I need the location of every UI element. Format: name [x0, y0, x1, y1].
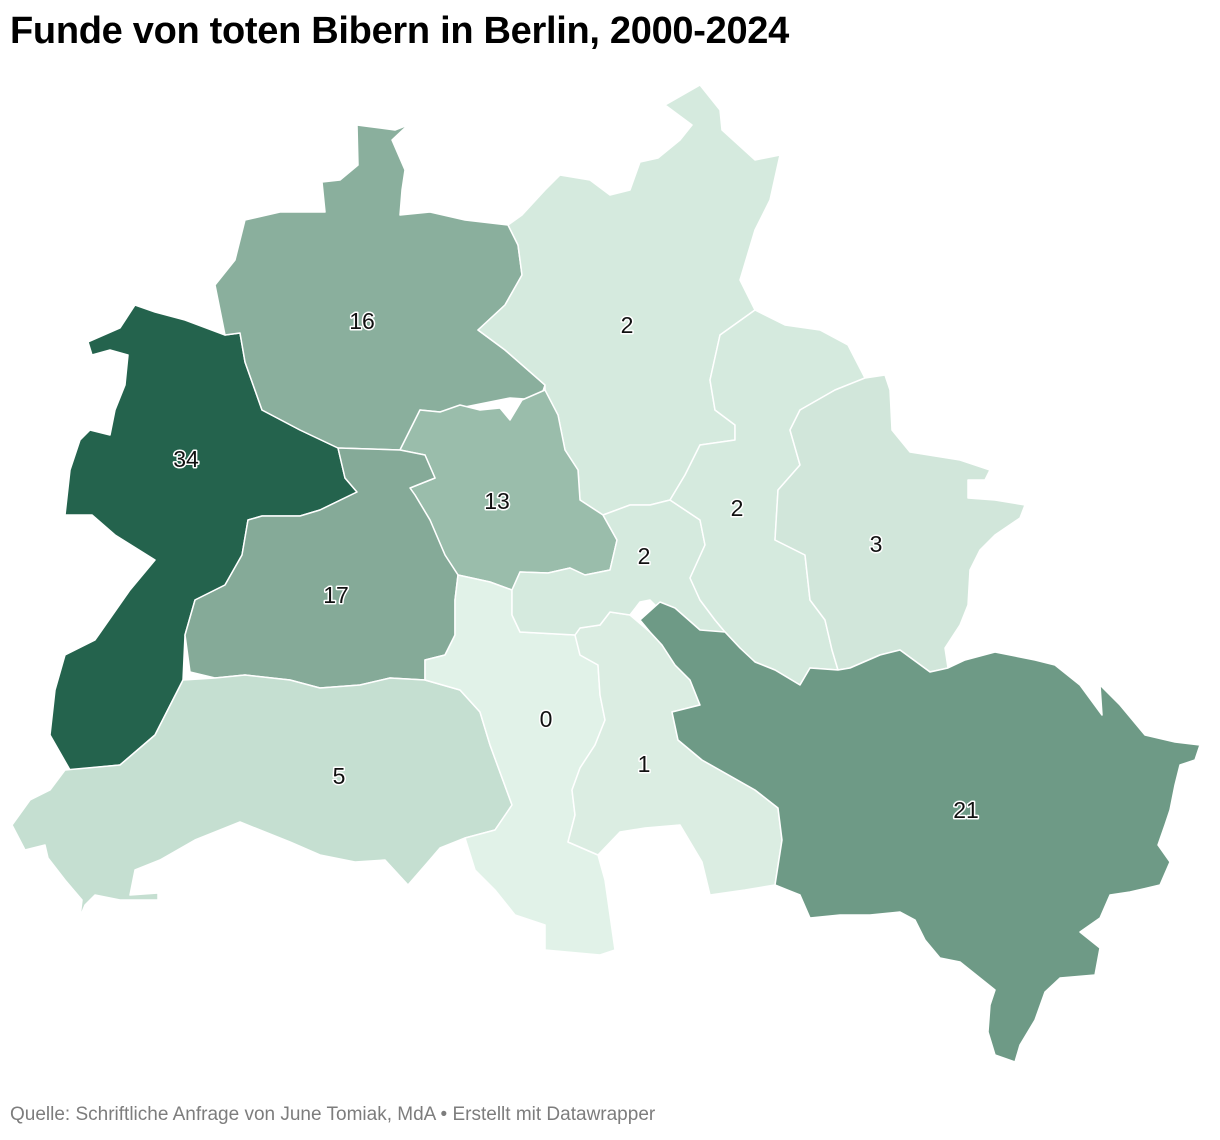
label-steglitz-zehlendorf: 5	[333, 763, 346, 789]
map-title: Funde von toten Bibern in Berlin, 2000-2…	[10, 10, 789, 52]
label-neukoelln: 1	[638, 751, 651, 777]
map-footer: Quelle: Schriftliche Anfrage von June To…	[10, 1104, 655, 1126]
label-treptow-koepenick: 21	[953, 797, 979, 823]
label-mitte: 13	[484, 488, 510, 514]
label-reinickendorf: 16	[349, 308, 375, 334]
label-friedrichshain-kreuzberg: 2	[638, 543, 651, 569]
datawrapper-credit-link[interactable]: Erstellt mit Datawrapper	[452, 1104, 656, 1125]
district-treptow-koepenick[interactable]	[639, 601, 1201, 1063]
label-lichtenberg: 2	[731, 495, 744, 521]
label-tempelhof-schoeneberg: 0	[540, 706, 553, 732]
footer-separator: •	[440, 1104, 448, 1125]
district-marzahn-hellersdorf[interactable]	[774, 374, 1026, 673]
label-spandau: 34	[173, 446, 199, 472]
district-reinickendorf[interactable]	[214, 124, 546, 451]
label-marzahn-hellersdorf: 3	[870, 531, 883, 557]
label-pankow: 2	[621, 312, 634, 338]
source-note: Quelle: Schriftliche Anfrage von June To…	[10, 1104, 436, 1125]
label-charlottenburg-wilmersdorf: 17	[323, 582, 349, 608]
